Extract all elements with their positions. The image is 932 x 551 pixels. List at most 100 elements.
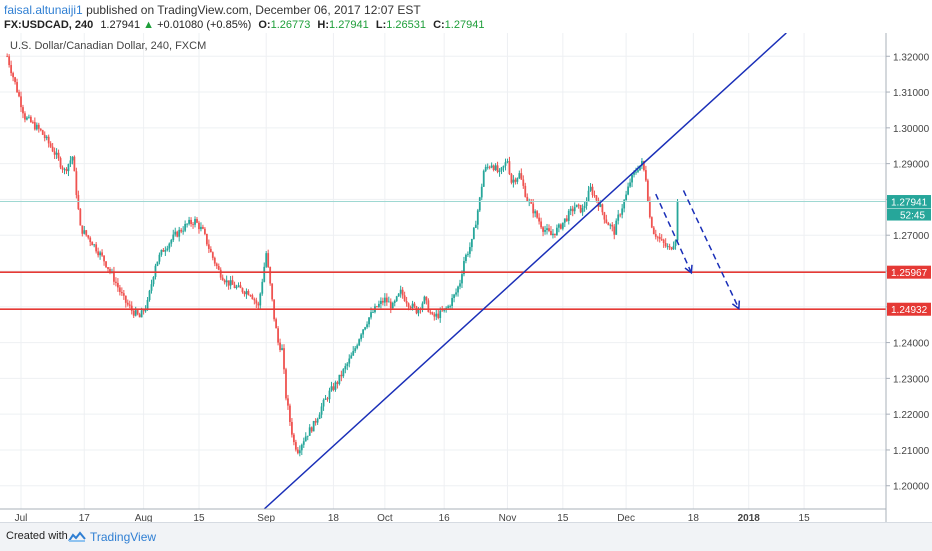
candle-body bbox=[91, 242, 94, 246]
high-value: 1.27941 bbox=[329, 19, 369, 31]
candle-body bbox=[468, 247, 471, 254]
created-with-label: Created with bbox=[6, 530, 68, 542]
candle-body bbox=[215, 263, 218, 266]
plot-background bbox=[0, 33, 886, 522]
time-tick-label: 18 bbox=[688, 513, 700, 522]
candle-body bbox=[231, 280, 234, 285]
candle-body bbox=[350, 355, 353, 359]
candle-body bbox=[320, 406, 323, 415]
candle-body bbox=[411, 303, 414, 308]
candle-body bbox=[55, 152, 58, 155]
time-axis[interactable]: Jul 17 Aug 15 Sep 18 Oct 16 Nov 15 Dec 18 2018 15 bbox=[15, 513, 810, 522]
price-tick-label: 1.29000 bbox=[893, 160, 930, 171]
candle-body bbox=[646, 180, 649, 202]
candle-body bbox=[652, 227, 655, 235]
candle-body bbox=[310, 427, 313, 432]
candle-body bbox=[492, 165, 495, 171]
candle-body bbox=[67, 164, 70, 172]
candle-body bbox=[107, 267, 109, 269]
candle-body bbox=[650, 217, 653, 228]
countdown-tag: 52:45 bbox=[900, 211, 925, 222]
candle-body bbox=[480, 186, 483, 198]
candle-body bbox=[113, 271, 115, 282]
candle-body bbox=[536, 211, 539, 218]
projection-arrow bbox=[682, 190, 740, 309]
candle-body bbox=[585, 201, 588, 206]
candle-body bbox=[459, 283, 461, 287]
candle-body bbox=[322, 399, 325, 407]
price-change: +0.01080 (+0.85%) bbox=[157, 19, 252, 31]
candle-body bbox=[277, 328, 279, 343]
price-chart[interactable]: U.S. Dollar/Canadian Dollar, 240, FXCM 1… bbox=[0, 33, 932, 522]
candle-body bbox=[575, 204, 578, 208]
candle-body bbox=[109, 268, 111, 272]
candle-body bbox=[213, 257, 216, 264]
candle-body bbox=[518, 173, 521, 179]
candle-body bbox=[625, 194, 628, 201]
candle-body bbox=[496, 165, 499, 172]
candle-body bbox=[63, 168, 66, 170]
candle-body bbox=[237, 285, 240, 287]
tradingview-logo-icon[interactable] bbox=[68, 531, 86, 543]
candle-body bbox=[662, 239, 665, 243]
price-tick-label: 1.20000 bbox=[893, 482, 930, 493]
candle-body bbox=[385, 297, 388, 303]
candle-body bbox=[447, 306, 450, 308]
price-tick-label: 1.31000 bbox=[893, 88, 930, 99]
tradingview-brand[interactable]: TradingView bbox=[90, 530, 157, 544]
candle-body bbox=[441, 310, 444, 312]
candle-body bbox=[346, 363, 349, 367]
candle-body bbox=[627, 186, 629, 195]
candle-body bbox=[259, 293, 262, 306]
candle-body bbox=[478, 197, 481, 211]
candle-body bbox=[223, 280, 226, 283]
candle-body bbox=[18, 92, 20, 97]
candle-body bbox=[24, 113, 26, 120]
candle-body bbox=[482, 170, 485, 187]
candle-body bbox=[316, 418, 319, 423]
candle-body bbox=[49, 143, 52, 147]
candle-body bbox=[178, 229, 181, 237]
candle-body bbox=[227, 280, 230, 286]
candle-body bbox=[567, 210, 570, 221]
candle-body bbox=[85, 230, 88, 236]
candle-body bbox=[20, 96, 22, 108]
candle-body bbox=[654, 234, 657, 237]
candle-body bbox=[534, 211, 537, 214]
candle-body bbox=[455, 292, 457, 295]
candle-body bbox=[389, 301, 392, 309]
candle-body bbox=[637, 170, 639, 172]
candle-body bbox=[512, 179, 515, 183]
candle-body bbox=[591, 186, 594, 196]
candle-body bbox=[666, 246, 669, 247]
candle-body bbox=[364, 327, 366, 330]
candle-body bbox=[368, 317, 370, 325]
candle-body bbox=[526, 196, 529, 202]
candle-body bbox=[120, 291, 123, 294]
candle-body bbox=[239, 285, 242, 289]
candle-body bbox=[326, 398, 329, 400]
candle-body bbox=[148, 290, 151, 301]
level-tag: 1.24932 bbox=[891, 305, 928, 316]
candle-body bbox=[176, 231, 179, 237]
candle-body bbox=[217, 265, 220, 270]
candle-body bbox=[449, 306, 452, 307]
candle-body bbox=[530, 201, 533, 204]
candle-body bbox=[69, 160, 72, 165]
candle-body bbox=[41, 130, 44, 135]
candle-body bbox=[532, 203, 535, 214]
candle-body bbox=[128, 304, 131, 306]
candle-body bbox=[352, 351, 355, 356]
candle-body bbox=[556, 227, 558, 235]
candle-body bbox=[524, 185, 527, 197]
author-link[interactable]: faisal.altunaiji1 bbox=[4, 3, 83, 17]
candle-body bbox=[490, 165, 493, 168]
candle-body bbox=[255, 300, 258, 304]
candle-body bbox=[249, 295, 252, 296]
candle-body bbox=[599, 204, 602, 207]
candle-body bbox=[89, 237, 92, 243]
candle-body bbox=[306, 435, 309, 437]
candle-body bbox=[508, 161, 511, 174]
high-label: H: bbox=[317, 19, 330, 31]
candle-body bbox=[338, 374, 341, 384]
